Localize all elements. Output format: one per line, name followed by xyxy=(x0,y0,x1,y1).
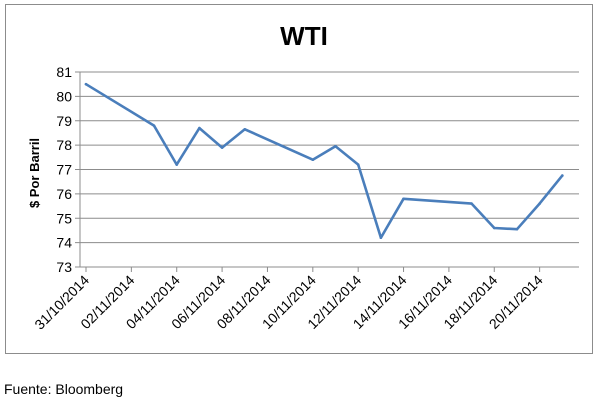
data-point xyxy=(198,126,201,130)
x-tick-labels: 31/10/201402/11/201404/11/201406/11/2014… xyxy=(31,272,546,333)
data-point xyxy=(538,202,541,205)
y-tick-label: 76 xyxy=(56,186,72,202)
data-point xyxy=(220,146,224,149)
chart: WTI $ Por Barril 73 74 75 76 77 78 79 80 81 31/1… xyxy=(27,21,579,333)
data-point xyxy=(175,163,179,166)
y-tick-label: 79 xyxy=(56,113,72,129)
gridlines xyxy=(80,71,579,244)
y-tick-label: 74 xyxy=(56,235,72,251)
data-point xyxy=(379,236,383,240)
data-point xyxy=(470,202,473,205)
y-tick-label: 75 xyxy=(56,210,72,226)
y-axis-label: $ Por Barril xyxy=(27,138,42,208)
y-tick-labels: 73 74 75 76 77 78 79 80 81 xyxy=(56,64,72,275)
y-tick-label: 78 xyxy=(56,137,72,153)
data-point xyxy=(492,226,496,230)
series xyxy=(84,82,564,240)
y-tick-label: 81 xyxy=(56,64,72,80)
data-point xyxy=(402,197,405,201)
chart-frame: WTI $ Por Barril 73 74 75 76 77 78 79 80 81 31/1… xyxy=(5,4,593,354)
data-point xyxy=(243,127,247,131)
source-note: Fuente: Bloomberg xyxy=(4,381,124,397)
data-point xyxy=(356,163,360,166)
data-point xyxy=(84,82,88,86)
axes xyxy=(75,71,579,272)
y-tick-label: 80 xyxy=(56,88,72,104)
y-tick-label: 77 xyxy=(56,162,72,178)
chart-title: WTI xyxy=(280,21,328,51)
data-point xyxy=(561,174,564,177)
data-point xyxy=(311,158,315,162)
data-point xyxy=(152,124,156,127)
y-tick-label: 73 xyxy=(56,259,72,275)
data-point xyxy=(334,145,337,148)
data-point xyxy=(515,227,519,231)
series-line xyxy=(84,82,564,239)
